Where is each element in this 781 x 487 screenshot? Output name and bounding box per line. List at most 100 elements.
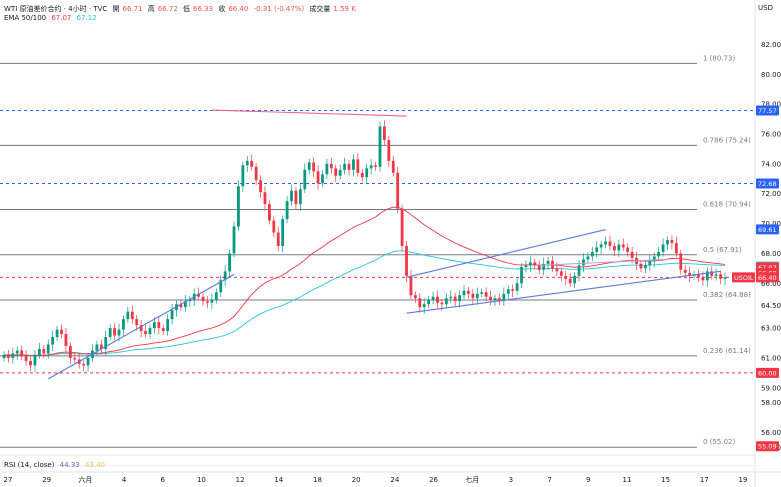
x-tick-label: 15 [661,476,670,484]
rsi-value-1: 44.33 [59,461,80,469]
y-tick-label: 61.00 [761,354,781,362]
candle-body [604,241,607,245]
candle-body [316,171,320,184]
candle-body [582,259,585,266]
candle-body [674,242,678,254]
candle-body [626,247,630,252]
volume-label: 成交量 [309,5,331,13]
rsi-value-2: 43.40 [84,461,106,469]
candle-body [639,263,643,269]
candle-body [683,269,687,273]
candle-body [267,204,271,221]
candle-body [621,244,625,248]
ema100-value: 67.12 [76,14,97,22]
ema-legend[interactable]: EMA 50/100 67.07 67.12 [4,14,100,22]
rsi-label: RSI (14, close) [4,461,55,469]
fib-level-label: 1 (80.73) [703,54,735,62]
candle-body [467,290,470,294]
candle-body [86,357,90,366]
candle-body [462,290,466,296]
candle-body [7,354,10,358]
candle-body [661,244,665,252]
candle-body [276,232,280,246]
candle-body [613,245,616,251]
candle-body [201,296,205,302]
candle-body [595,247,599,252]
candle-body [577,265,581,276]
y-tick-label: 59.00 [761,384,781,392]
high-label: 高 [147,5,155,13]
ema50-line [3,206,726,356]
x-tick-label: 19 [739,476,748,484]
candle-body [303,169,307,190]
fib-level-label: 0 (55.02) [703,438,735,446]
candle-body [396,172,400,209]
x-tick-label: 7 [547,476,551,484]
price-tag [756,105,779,116]
candle-body [321,174,324,184]
candle-body [60,329,63,335]
candle-body [281,219,285,246]
ema50-value: 67.07 [51,14,72,22]
candle-body [64,334,68,347]
candle-body [108,328,112,338]
candle-body [714,274,718,276]
ema-label: EMA 50/100 [4,14,47,22]
symbol-tag-label: USOIL [734,274,754,282]
candle-body [471,293,475,299]
candle-body [95,344,99,351]
candle-body [170,310,174,320]
candle-body [546,260,550,264]
x-tick-label: 11 [622,476,631,484]
open-label: 開 [112,5,120,13]
fib-level-label: 0.786 (75.24) [703,136,751,144]
candle-body [228,253,231,272]
candle-body [436,296,439,303]
candle-body [334,168,338,176]
y-tick-label: 80.00 [761,71,781,79]
candle-body [568,278,572,284]
candle-body [418,298,422,308]
candle-body [46,344,50,354]
candle-body [586,256,590,260]
candle-body [263,192,267,205]
candle-body [444,298,448,305]
fib-level-label: 0.236 (61.14) [703,347,751,355]
x-tick-label: 20 [352,476,361,484]
fib-level-label: 0.618 (70.94) [703,201,751,209]
symbol-title: WTI 原油差价合约 · 4小时 · TVC [4,5,108,13]
x-tick-label: 18 [313,476,322,484]
candle-body [475,293,479,299]
candle-body [245,160,249,166]
y-tick-label: 66.00 [761,280,781,288]
candle-body [555,268,559,272]
candle-body [24,356,28,361]
candle-body [104,337,108,349]
candle-body [528,262,532,266]
candle-body [493,298,497,300]
candle-body [705,271,709,281]
price-tag [756,441,779,452]
candle-body [697,274,700,278]
candle-body [294,190,298,205]
candle-body [356,159,360,173]
price-tag [756,178,779,189]
candle-body [42,348,46,354]
high-value: 66.72 [157,5,178,13]
candle-body [29,360,32,366]
candle-body [427,299,431,305]
candle-body [391,160,395,173]
candle-body [369,165,373,169]
candle-body [73,357,77,360]
candle-body [520,266,523,284]
rsi-legend[interactable]: RSI (14, close) 44.33 43.40 [4,461,105,469]
candle-body [431,296,435,300]
candle-body [723,277,727,279]
candle-body [161,328,165,332]
candle-body [630,251,634,258]
candle-body [378,126,382,167]
candle-body [2,354,6,358]
candle-body [183,301,187,308]
candle-body [617,244,621,251]
